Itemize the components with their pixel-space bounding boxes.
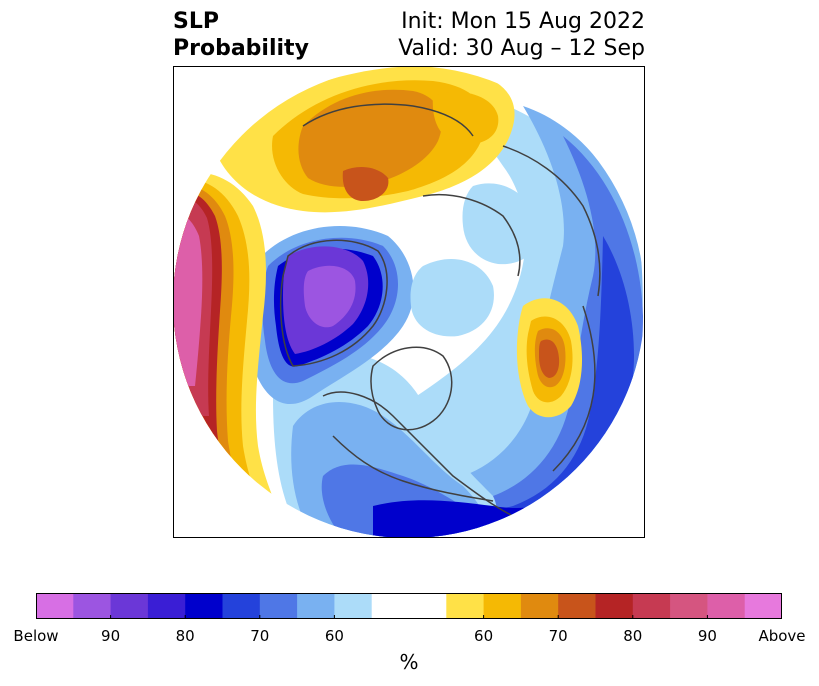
colorbar-tick-label: 80: [175, 627, 195, 645]
colorbar-segment: [558, 593, 596, 619]
colorbar-tick-label: 90: [101, 627, 121, 645]
colorbar-segment: [632, 593, 671, 619]
colorbar-tick-label: 70: [250, 627, 270, 645]
colorbar-segment: [73, 593, 112, 619]
colorbar-segment: [483, 593, 522, 619]
colorbar-tick-label: Above: [758, 627, 806, 645]
colorbar-segment: [595, 593, 634, 619]
colorbar-segment: [147, 593, 186, 619]
colorbar-segment: [670, 593, 708, 619]
greenland-below-peak: [303, 265, 356, 328]
arctic-light-blue: [410, 258, 494, 337]
europe-above-rust: [342, 166, 389, 201]
colorbar-segment: [371, 593, 410, 619]
colorbar-segment: [334, 593, 373, 619]
colorbar: [36, 593, 782, 619]
colorbar-segment: [259, 593, 298, 619]
scandinavia-above: [432, 92, 499, 145]
colorbar-segment: [446, 593, 485, 619]
colorbar-segment: [520, 593, 559, 619]
colorbar-segment: [110, 593, 149, 619]
colorbar-frame: [36, 593, 782, 619]
init-date: Init: Mon 15 Aug 2022: [401, 9, 645, 34]
valid-dates: Valid: 30 Aug – 12 Sep: [398, 36, 645, 61]
forecast-dates: Init: Mon 15 Aug 2022 Valid: 30 Aug – 12…: [398, 8, 645, 62]
colorbar-tick-label: 60: [474, 627, 494, 645]
colorbar-unit-label: %: [399, 650, 419, 674]
colorbar-segment: [36, 593, 74, 619]
colorbar-segment: [744, 593, 782, 619]
probability-field: [173, 66, 645, 538]
pacific-above-rust: [539, 339, 560, 378]
colorbar-tick-label: Below: [13, 627, 59, 645]
colorbar-segment: [297, 593, 335, 619]
colorbar-segment: [185, 593, 223, 619]
atlantic-above-pink: [173, 211, 203, 386]
chart-title: SLP Probability: [173, 8, 309, 62]
colorbar-tick-label: 70: [548, 627, 568, 645]
colorbar-tick-label: 80: [623, 627, 643, 645]
title-line-1: SLP: [173, 9, 219, 34]
east-asia-below-core: [373, 136, 643, 538]
colorbar-tick-label: 90: [697, 627, 717, 645]
colorbar-tick-label: 60: [324, 627, 344, 645]
colorbar-segment: [707, 593, 746, 619]
map-frame: [173, 66, 645, 538]
europe-above-orange: [298, 89, 442, 187]
colorbar-segment: [409, 593, 447, 619]
polar-map: [173, 66, 645, 538]
north-pacific-below-deep: [393, 236, 635, 538]
colorbar-segment: [222, 593, 261, 619]
coastlines: [279, 103, 601, 517]
title-line-2: Probability: [173, 36, 309, 61]
